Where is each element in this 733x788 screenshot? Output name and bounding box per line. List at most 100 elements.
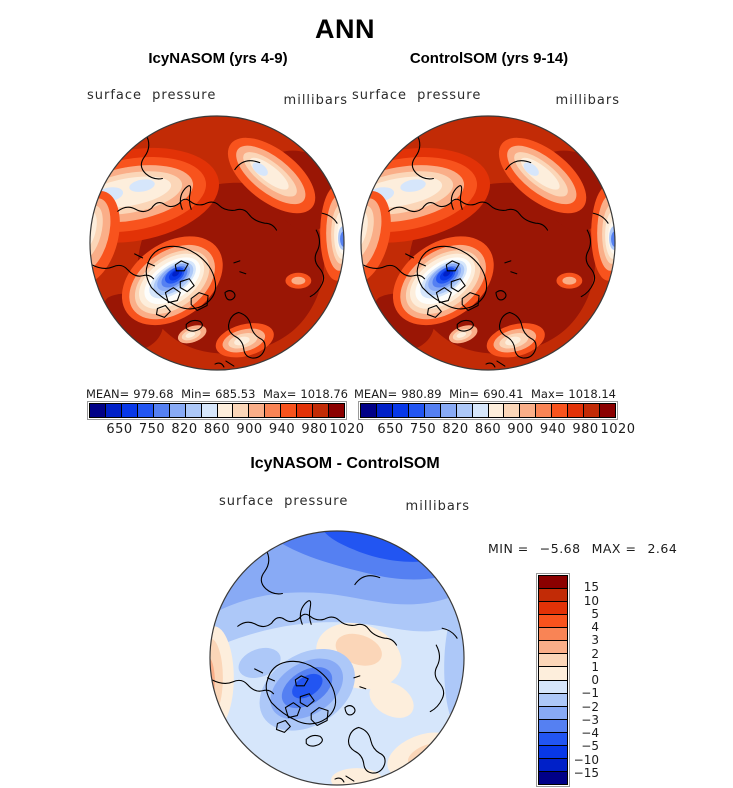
colorbar-cell <box>520 404 537 417</box>
colorbar-tick-label: 1 <box>591 659 599 674</box>
colorbar-tick-label: 2 <box>591 646 599 661</box>
colorbar-tick-label: 650 <box>106 422 133 437</box>
min-label: Min= <box>181 387 212 401</box>
colorbar-tick-label: 650 <box>377 422 404 437</box>
figure-title: ANN <box>315 14 375 44</box>
colorbar-cell <box>539 706 567 720</box>
field-label: surface pressure <box>352 88 482 103</box>
mean-label: MEAN= <box>354 387 398 401</box>
colorbar-tick-label: 10 <box>583 593 599 608</box>
min-label: Min= <box>449 387 480 401</box>
colorbar-tick-label: 1020 <box>329 422 365 437</box>
colorbar-cell <box>185 404 202 417</box>
colorbar-cell <box>539 771 567 784</box>
colorbar-cell <box>539 719 567 733</box>
max-label: MAX = <box>591 541 637 556</box>
colorbar-tick-label: 750 <box>138 422 166 437</box>
min-value: 685.53 <box>215 387 256 401</box>
colorbar-cell <box>539 602 567 616</box>
colorbar-tick-label: −5 <box>581 739 599 754</box>
colorbar-tick-label: 980 <box>301 422 328 437</box>
field-label: surface pressure <box>87 88 217 103</box>
stats-line-controlsom: MEAN= 980.89 Min= 690.41 Max= 1018.14 <box>354 387 616 401</box>
colorbar-cell <box>329 404 344 417</box>
diff-panel-title: IcyNASOM - ControlSOM <box>250 455 440 472</box>
colorbar-cell <box>539 667 567 681</box>
colorbar-tick-label: 1020 <box>600 422 636 437</box>
colorbar-cell <box>539 758 567 772</box>
panel-title-icynasom: IcyNASOM (yrs 4-9) <box>148 50 288 67</box>
colorbar-cell <box>504 404 521 417</box>
colorbar-cell <box>539 628 567 642</box>
field-label: surface pressure <box>219 494 349 509</box>
colorbar-cell <box>488 404 505 417</box>
colorbar-tick-label: 860 <box>474 422 502 437</box>
panel-title-controlsom: ControlSOM (yrs 9-14) <box>409 50 569 67</box>
colorbar-tick-label: −1 <box>581 686 599 701</box>
colorbar-tick-label: 15 <box>583 580 599 595</box>
colorbar-cell <box>217 404 234 417</box>
stats-line-icynasom: MEAN= 979.68 Min= 685.53 Max= 1018.76 <box>86 387 348 401</box>
max-value: 1018.14 <box>568 387 616 401</box>
colorbar-cell <box>424 404 441 417</box>
colorbar-pressure-right <box>358 401 618 420</box>
colorbar-difference <box>536 573 570 787</box>
colorbar-cells <box>360 403 616 418</box>
colorbar-tick-label: 5 <box>591 606 599 621</box>
colorbar-tick-label: 940 <box>539 422 567 437</box>
colorbar-tick-label: 940 <box>268 422 296 437</box>
colorbar-cell <box>281 404 298 417</box>
colorbar-cell <box>392 404 409 417</box>
colorbar-cell <box>249 404 266 417</box>
colorbar-tick-label: 900 <box>507 422 534 437</box>
colorbar-cell <box>376 404 393 417</box>
colorbar-cell <box>153 404 170 417</box>
colorbar-ticks-left: 650 750 820 860 900 940 980 1020 <box>87 422 364 438</box>
units-label: millibars <box>283 93 348 108</box>
colorbar-cell <box>408 404 425 417</box>
colorbar-tick-label: −4 <box>581 726 599 740</box>
min-value: 690.41 <box>483 387 524 401</box>
colorbar-cell <box>539 693 567 707</box>
colorbar-cell <box>539 732 567 746</box>
colorbar-cell <box>539 745 567 759</box>
colorbar-tick-label: 820 <box>442 422 469 437</box>
colorbar-cell <box>539 589 567 603</box>
max-value: 1018.76 <box>300 387 348 401</box>
max-label: Max= <box>531 387 565 401</box>
mean-value: 980.89 <box>401 387 442 401</box>
colorbar-tick-label: −10 <box>573 752 599 767</box>
colorbar-tick-label: 750 <box>409 422 437 437</box>
colorbar-cell <box>121 404 138 417</box>
colorbar-cell <box>90 404 106 417</box>
colorbar-cell <box>361 404 377 417</box>
colorbar-cell <box>539 641 567 655</box>
colorbar-cell <box>539 615 567 629</box>
colorbar-ticks-right: 650 750 820 860 900 940 980 1020 <box>358 422 635 438</box>
colorbar-cell <box>584 404 601 417</box>
colorbar-cell <box>568 404 585 417</box>
polar-map-icynasom <box>88 114 346 372</box>
colorbar-tick-label: 820 <box>171 422 198 437</box>
colorbar-ticks-difference: 15 10 5 4 3 2 1 0 −1 −2 −3 −4 −5 −10 −15 <box>572 574 599 786</box>
colorbar-cell <box>233 404 250 417</box>
max-label: Max= <box>263 387 297 401</box>
colorbar-tick-label: 0 <box>591 673 599 687</box>
colorbar-cell <box>265 404 282 417</box>
stats-line-difference: MIN = −5.68 MAX = 2.64 <box>488 541 677 556</box>
colorbar-cells <box>89 403 345 418</box>
colorbar-tick-label: 980 <box>572 422 599 437</box>
colorbar-tick-label: −2 <box>581 699 599 714</box>
colorbar-cell <box>456 404 473 417</box>
colorbar-tick-label: 900 <box>236 422 263 437</box>
axis-labels-diff: surface pressure millibars <box>219 494 470 514</box>
colorbar-tick-label: 860 <box>203 422 231 437</box>
colorbar-cell <box>105 404 122 417</box>
colorbar-cell <box>536 404 553 417</box>
colorbar-tick-label: 3 <box>591 633 599 648</box>
colorbar-cell <box>552 404 569 417</box>
colorbar-cell <box>539 654 567 668</box>
axis-labels-right: surface pressure millibars <box>352 88 620 108</box>
units-label: millibars <box>405 499 470 514</box>
